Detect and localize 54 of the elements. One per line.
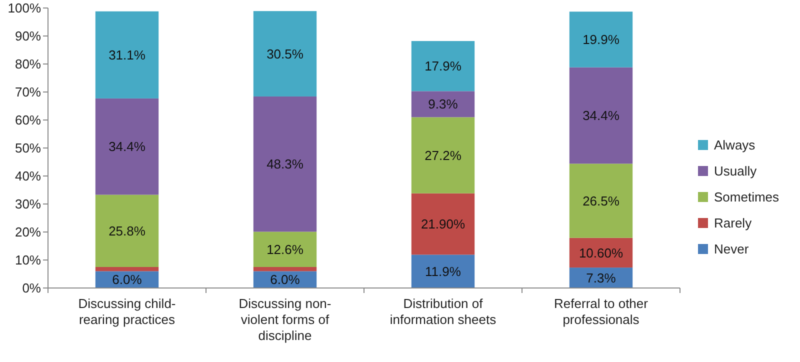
bar	[95, 11, 159, 98]
legend-label: Usually	[714, 164, 758, 179]
bar	[411, 193, 475, 255]
y-tick-label: 90%	[14, 28, 42, 44]
y-tick-label: 0%	[22, 280, 42, 296]
x-tick-label: Referral to other professionals	[554, 296, 649, 327]
bar	[253, 11, 317, 96]
y-tick-label: 80%	[14, 56, 42, 72]
bar	[411, 117, 475, 194]
y-tick-label: 30%	[14, 196, 42, 212]
bar	[253, 96, 317, 232]
x-tick-label: Discussing non-violent forms of discipline	[238, 296, 332, 343]
data-label: 34.4%	[108, 139, 146, 154]
y-tick-label: 10%	[14, 252, 42, 268]
legend-label: Sometimes	[714, 190, 780, 205]
bar	[411, 91, 475, 118]
data-label: 17.9%	[424, 58, 462, 74]
bar	[95, 194, 159, 267]
y-tick-label: 70%	[14, 84, 42, 100]
y-tick-label: 20%	[14, 224, 42, 240]
bar	[569, 164, 633, 238]
data-label: 6.0%	[270, 272, 300, 288]
y-tick-label: 100%	[8, 0, 42, 16]
x-tick-label: Distribution of information sheets	[390, 296, 497, 327]
data-label: 26.5%	[582, 193, 620, 208]
bar	[411, 41, 475, 92]
y-tick-label: 50%	[14, 140, 42, 156]
data-label: 19.9%	[582, 32, 620, 48]
data-label: 10.60%	[578, 245, 624, 260]
data-label: 12.6%	[266, 242, 304, 257]
legend-label: Always	[714, 138, 756, 153]
bar	[95, 98, 159, 195]
legend-label: Never	[714, 242, 750, 257]
bar	[411, 254, 475, 288]
data-label: 30.5%	[266, 46, 304, 62]
bar	[569, 12, 633, 68]
data-label: 31.1%	[108, 47, 146, 62]
data-label: 7.3%	[586, 270, 616, 286]
legend-label: Rarely	[714, 216, 752, 231]
data-label: 6.0%	[112, 272, 142, 288]
data-label: 48.3%	[266, 156, 304, 172]
data-label: 27.2%	[424, 148, 462, 163]
bar	[569, 67, 633, 164]
data-label: 21.90%	[420, 216, 466, 232]
data-label: 34.4%	[582, 108, 620, 124]
x-tick-label: Discussing child-rearing practices	[78, 296, 176, 327]
bar	[253, 267, 317, 272]
bar	[253, 232, 317, 267]
data-label: 11.9%	[425, 264, 462, 279]
data-label: 25.8%	[108, 223, 146, 238]
y-tick-label: 40%	[14, 168, 42, 184]
y-tick-label: 60%	[14, 112, 42, 128]
data-label: 9.3%	[428, 96, 458, 112]
bar	[95, 267, 159, 272]
